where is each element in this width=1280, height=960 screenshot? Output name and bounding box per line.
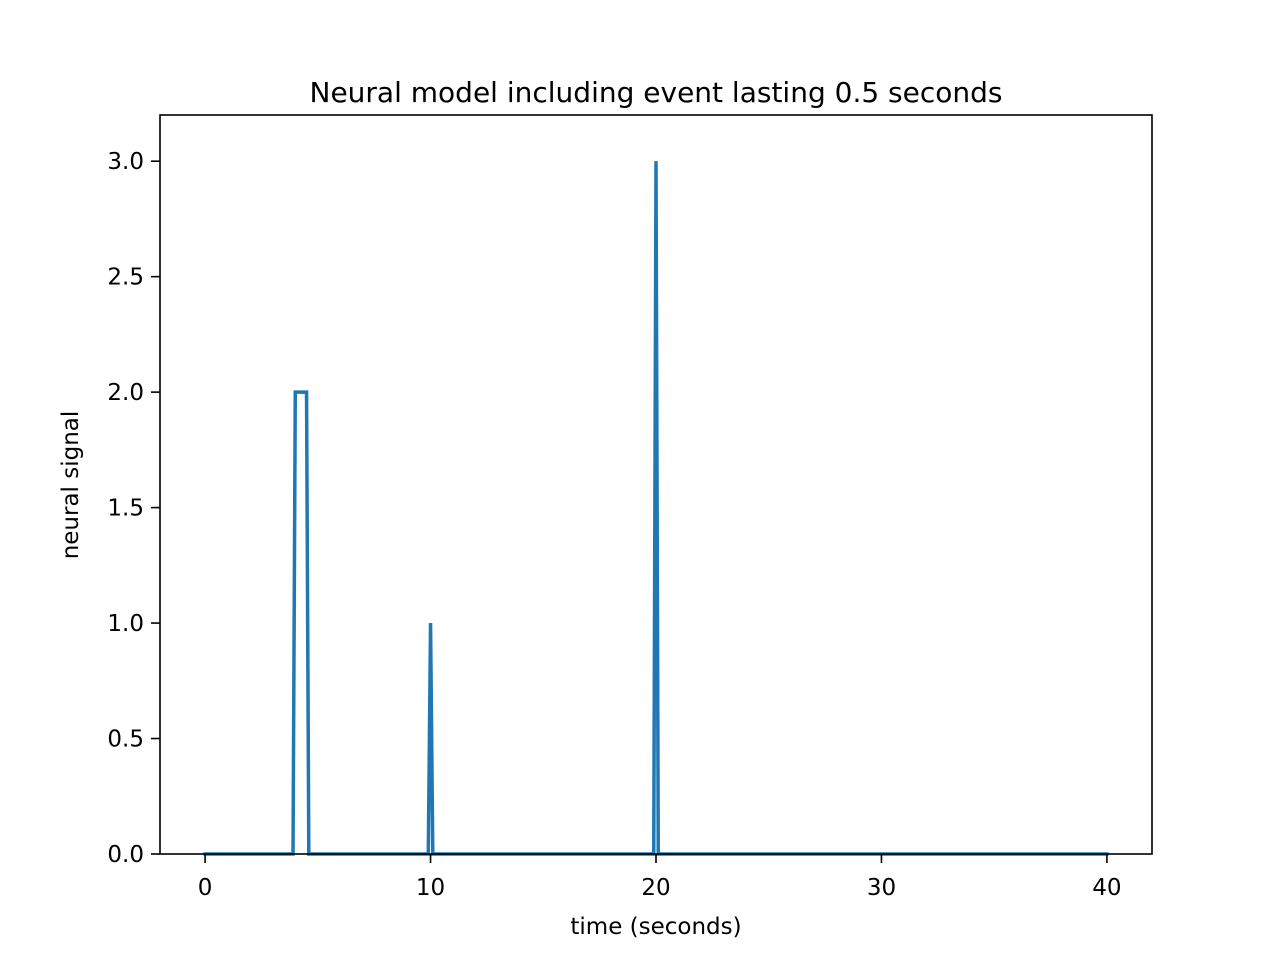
- y-axis-label: neural signal: [58, 411, 84, 560]
- x-tick-label: 0: [198, 875, 213, 901]
- y-tick-label: 1.5: [107, 496, 144, 522]
- y-tick-label: 2.0: [107, 380, 144, 406]
- y-tick-label: 0.5: [107, 727, 144, 753]
- y-tick-label: 3.0: [107, 149, 144, 175]
- x-tick-label: 30: [867, 875, 896, 901]
- x-tick-label: 40: [1092, 875, 1121, 901]
- series-line: [203, 161, 1109, 856]
- y-axis-ticks: 0.0 0.5 1.0 1.5 2.0 2.5 3.0: [107, 149, 160, 868]
- x-tick-label: 10: [416, 875, 445, 901]
- x-tick-label: 20: [641, 875, 670, 901]
- y-tick-label: 0.0: [107, 842, 144, 868]
- plot-area: [203, 161, 1109, 856]
- chart-title: Neural model including event lasting 0.5…: [310, 76, 1003, 109]
- y-tick-label: 2.5: [107, 265, 144, 291]
- x-axis-label: time (seconds): [570, 914, 741, 940]
- x-axis-ticks: 0 10 20 30 40: [198, 854, 1122, 901]
- y-tick-label: 1.0: [107, 611, 144, 637]
